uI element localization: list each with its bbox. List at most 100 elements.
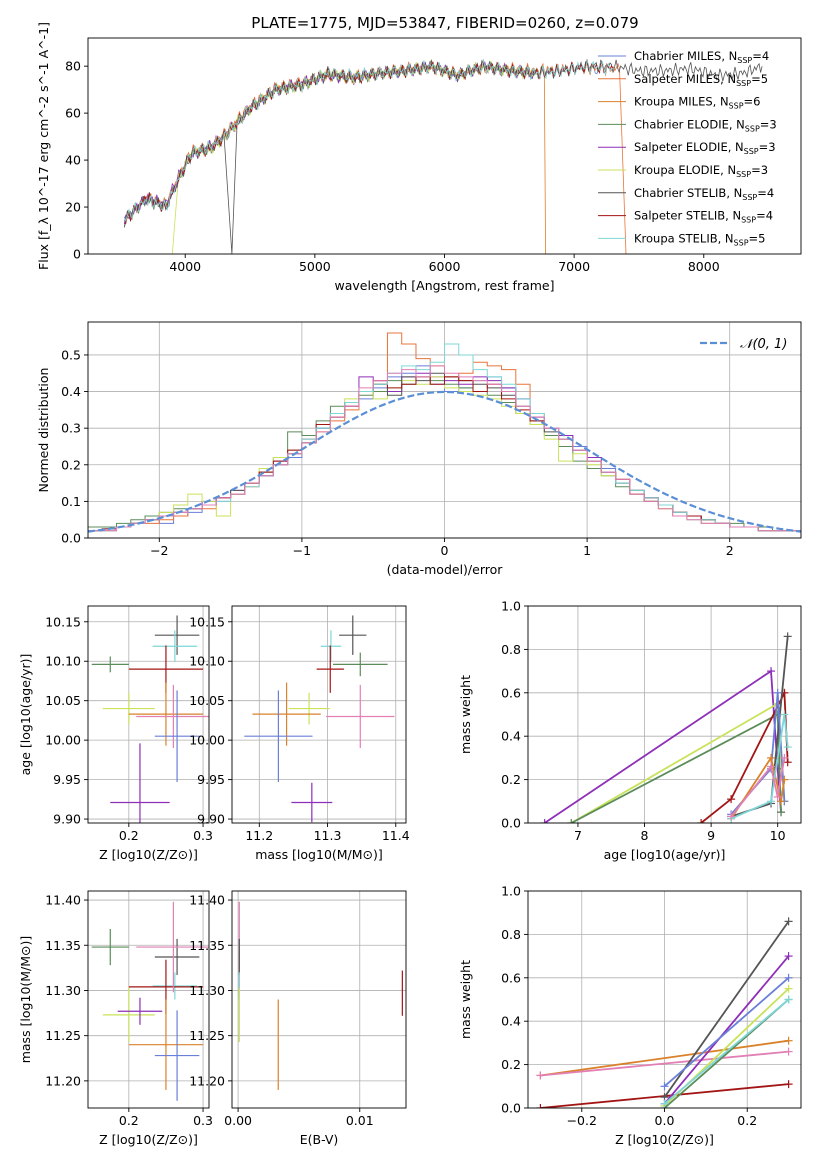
x-tick-label: −0.2 (567, 1113, 597, 1128)
y-tick-label: 60 (65, 106, 81, 121)
x-tick-label: 5000 (299, 259, 331, 274)
legend-subscript: SSP (729, 102, 744, 111)
legend-value: =4 (756, 209, 773, 223)
x-tick-label: −1 (293, 543, 311, 558)
x-axis-label: wavelength [Angstrom, rest frame] (334, 278, 554, 293)
axes-frame (231, 605, 407, 824)
y-tick-label: 80 (65, 59, 81, 74)
x-tick-label: 0.00 (224, 1113, 252, 1128)
y-tick-label: 1.0 (501, 599, 521, 614)
x-tick-label: 0 (441, 543, 449, 558)
legend-label: Chabrier STELIB, NSSP=4 (634, 186, 774, 202)
series-line (663, 998, 790, 1105)
legend-value: =3 (760, 117, 777, 131)
x-tick-label: 0.3 (193, 828, 213, 843)
y-tick-label: 0.4 (501, 729, 521, 744)
series-line (540, 1039, 789, 1077)
plot-area (244, 615, 395, 823)
chart-residuals: 𝒩(0, 1) −2 −1 0 1 2 0.0 0.1 0.2 0.3 0.4 0.5 (data-mo… (36, 321, 802, 577)
y-axis-label: Normed distribution (36, 368, 51, 493)
y-tick-label: 11.35 (45, 938, 81, 953)
legend-label: Salpeter ELODIE, NSSP=3 (634, 140, 776, 156)
y-axis-label: Flux [f_λ 10^-17 erg cm^-2 s^-1 A^-1] (36, 22, 51, 270)
legend-label: 𝒩(0, 1) (740, 337, 787, 352)
series-line (663, 955, 790, 1105)
y-tick-label: 0.1 (61, 494, 81, 509)
plot-area (88, 332, 801, 538)
normal-curve (88, 390, 801, 533)
y-tick-label: 10.05 (45, 693, 81, 708)
y-tick-label: 0.2 (61, 457, 81, 472)
series-line (123, 60, 601, 227)
plot-area (91, 615, 209, 823)
series-line (730, 757, 786, 818)
legend-label: Kroupa ELODIE, NSSP=3 (634, 163, 768, 179)
x-tick-label: 11.3 (314, 828, 342, 843)
series-line (123, 61, 536, 225)
series-line (124, 60, 627, 254)
axes-frame (87, 605, 210, 824)
y-tick-label: 11.30 (189, 983, 225, 998)
chart-age_vs_Z: 0.2 0.3 9.90 9.95 10.00 10.05 10.10 10.15 Z [log… (18, 605, 213, 862)
legend-label: Kroupa STELIB, NSSP=5 (634, 231, 765, 247)
y-tick-label: 11.40 (189, 893, 225, 908)
y-tick-label: 10.15 (189, 614, 225, 629)
y-tick-label: 9.95 (53, 772, 81, 787)
x-axis-label: Z [log10(Z/Z⊙)] (615, 1132, 714, 1147)
legend-value: =4 (752, 49, 769, 63)
legend-subscript: SSP (737, 56, 752, 65)
chart-mass_vs_ebv: 0.00 0.01 11.20 11.25 11.30 11.35 11.40 E(B-V) (189, 890, 407, 1147)
legend-subscript: SSP (744, 147, 759, 156)
x-axis-label: mass [log10(M/M⊙)] (255, 847, 383, 862)
legend-label: Salpeter STELIB, NSSP=4 (634, 209, 773, 225)
legend-value: =5 (751, 72, 768, 86)
y-tick-label: 10.05 (189, 693, 225, 708)
x-tick-label: 0.0 (655, 1113, 675, 1128)
x-tick-label: 0.2 (737, 1113, 757, 1128)
plot-area (540, 632, 792, 823)
x-tick-label: 2 (726, 543, 734, 558)
plot-area (536, 917, 793, 1108)
legend-subscript: SSP (745, 124, 760, 133)
x-axis-label: Z [log10(Z/Z⊙)] (99, 847, 198, 862)
series-line (123, 58, 614, 222)
x-tick-label: 7 (574, 828, 582, 843)
y-tick-label: 0.4 (501, 1014, 521, 1029)
x-tick-label: −2 (150, 543, 168, 558)
y-tick-label: 9.90 (53, 812, 81, 827)
x-axis-label: (data-model)/error (387, 562, 504, 577)
axes-frame (87, 890, 210, 1109)
figure-title: PLATE=1775, MJD=53847, FIBERID=0260, z=0… (251, 14, 638, 32)
x-tick-label: 0.2 (119, 828, 139, 843)
x-tick-label: 0.2 (119, 1113, 139, 1128)
x-tick-label: 0.3 (193, 1113, 213, 1128)
legend-value: =3 (751, 163, 768, 177)
series-line (171, 59, 536, 254)
y-tick-label: 9.95 (197, 772, 225, 787)
legend-value: =6 (744, 95, 761, 109)
legend-label: Chabrier MILES, NSSP=4 (634, 49, 769, 65)
y-tick-label: 0.0 (61, 531, 81, 546)
series-line (123, 60, 536, 219)
y-tick-label: 11.25 (189, 1028, 225, 1043)
legend-label: Kroupa MILES, NSSP=6 (634, 95, 760, 111)
series-line (730, 755, 786, 820)
y-axis-label: mass weight (458, 960, 473, 1039)
x-tick-label: 1 (583, 543, 591, 558)
legend-subscript: SSP (734, 238, 749, 247)
axes-frame (527, 605, 802, 824)
legend-value: =3 (759, 140, 776, 154)
legend-label: Salpeter MILES, NSSP=5 (634, 72, 768, 88)
series-line (124, 59, 614, 225)
y-tick-label: 40 (65, 153, 81, 168)
y-tick-label: 11.30 (45, 983, 81, 998)
legend-value: =5 (749, 231, 766, 245)
legend-subscript: SSP (742, 193, 757, 202)
y-tick-label: 0.8 (501, 642, 521, 657)
x-tick-label: 4000 (169, 259, 201, 274)
y-tick-label: 0.6 (501, 970, 521, 985)
y-tick-label: 0.8 (501, 927, 521, 942)
x-tick-label: 9 (707, 828, 715, 843)
series-line (663, 977, 790, 1087)
